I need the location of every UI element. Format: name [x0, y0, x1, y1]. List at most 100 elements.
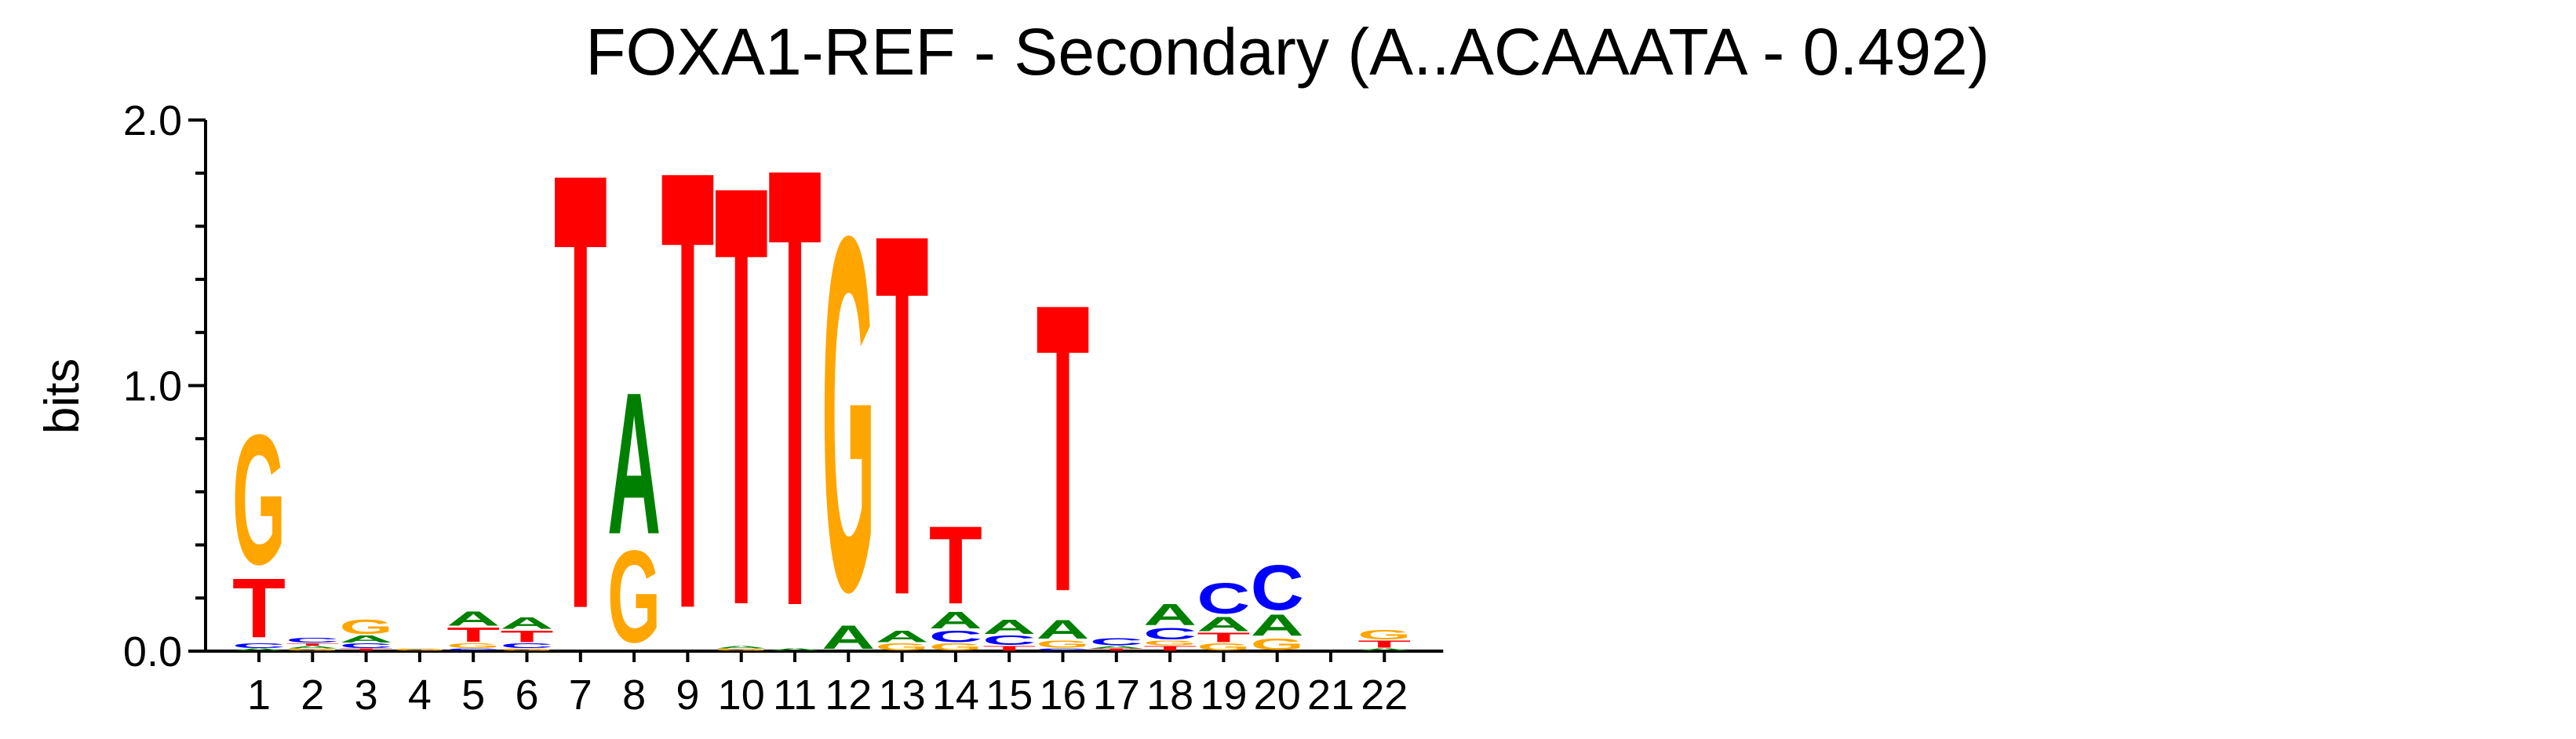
svg-text:G: G	[715, 648, 768, 652]
svg-text:A: A	[715, 645, 768, 649]
glyph-T: T	[501, 627, 554, 646]
glyph-G: G	[393, 648, 446, 652]
glyph-T: T	[1090, 648, 1143, 652]
glyph-C: C	[1037, 648, 1090, 652]
svg-text:A: A	[1090, 645, 1143, 649]
logo-column: ATG	[1357, 628, 1412, 652]
svg-text:A: A	[232, 648, 286, 652]
glyph-C: C	[982, 633, 1036, 648]
glyph-G: G	[1143, 639, 1197, 647]
x-tick-label: 9	[676, 672, 699, 719]
svg-text:G: G	[1143, 639, 1197, 647]
logo-column: T	[554, 42, 607, 739]
svg-text:G: G	[822, 133, 875, 697]
svg-text:A: A	[1037, 614, 1090, 644]
glyph-A: A	[1037, 614, 1090, 644]
svg-text:C: C	[1037, 648, 1090, 652]
glyph-G: G	[607, 523, 661, 670]
svg-text:A: A	[929, 606, 982, 633]
glyph-A: A	[1090, 645, 1143, 649]
svg-text:G: G	[607, 523, 661, 670]
glyph-T: T	[876, 127, 929, 704]
glyph-C: C	[232, 642, 286, 650]
svg-text:T: T	[340, 648, 393, 652]
svg-text:T: T	[715, 61, 768, 731]
svg-text:T: T	[286, 643, 339, 646]
x-tick-label: 14	[932, 672, 979, 719]
glyph-G: G	[501, 648, 554, 652]
logo-column: GAT	[715, 61, 768, 731]
glyph-A: A	[1251, 609, 1304, 643]
x-tick-label: 21	[1307, 672, 1354, 719]
glyph-T: T	[715, 61, 768, 731]
glyph-A: A	[446, 607, 500, 630]
glyph-C: C	[929, 627, 982, 646]
chart-title: FOXA1-REF - Secondary (A..ACAAATA - 0.49…	[585, 15, 1989, 89]
glyph-A: A	[1143, 598, 1197, 632]
glyph-T: T	[554, 42, 607, 739]
glyph-G: G	[1037, 639, 1090, 650]
glyph-A: A	[929, 606, 982, 633]
svg-text:C: C	[1143, 624, 1197, 643]
x-tick-label: 5	[461, 672, 485, 719]
glyph-A: A	[1357, 648, 1411, 652]
glyph-G: G	[876, 642, 929, 653]
svg-text:T: T	[768, 36, 822, 737]
x-tick-label: 22	[1361, 672, 1408, 719]
svg-text:A: A	[286, 645, 339, 649]
glyph-G: G	[446, 642, 500, 650]
glyph-T: T	[768, 36, 822, 737]
svg-text:T: T	[501, 627, 554, 646]
svg-text:A: A	[501, 613, 554, 632]
svg-text:A: A	[1357, 648, 1411, 652]
glyph-A: A	[715, 645, 768, 649]
glyph-G: G	[1251, 635, 1304, 653]
glyph-T: T	[232, 561, 286, 655]
glyph-T: T	[446, 624, 500, 646]
svg-text:C: C	[1090, 636, 1143, 647]
svg-text:G: G	[286, 648, 339, 652]
svg-text:C: C	[286, 637, 339, 645]
glyph-G: G	[1197, 642, 1250, 653]
svg-text:T: T	[446, 624, 500, 646]
glyph-T: T	[340, 648, 393, 652]
glyph-C: C	[1090, 636, 1143, 647]
svg-text:G: G	[501, 648, 554, 652]
glyph-A: A	[982, 615, 1036, 638]
svg-text:T: T	[929, 503, 982, 627]
svg-text:T: T	[1357, 639, 1412, 650]
x-tick-label: 18	[1146, 672, 1193, 719]
x-tick-label: 10	[718, 672, 765, 719]
x-tick-label: 19	[1200, 672, 1247, 719]
glyph-G: G	[929, 642, 982, 653]
svg-text:G: G	[876, 642, 929, 653]
glyph-C: C	[1143, 624, 1197, 643]
svg-text:A: A	[982, 615, 1036, 638]
svg-text:C: C	[446, 648, 500, 652]
svg-text:T: T	[232, 561, 286, 655]
logo-column: T	[661, 38, 714, 739]
svg-text:C: C	[982, 633, 1036, 648]
logo-column: TCA	[982, 615, 1036, 652]
logo-column: AT	[768, 36, 822, 737]
x-tick-label: 8	[622, 672, 646, 719]
svg-text:G: G	[929, 642, 982, 653]
glyph-A: A	[1197, 613, 1250, 635]
svg-text:G: G	[1197, 642, 1250, 653]
glyph-A: A	[768, 648, 822, 652]
y-tick-label: 2.0	[123, 97, 182, 144]
svg-text:A: A	[607, 350, 661, 576]
svg-text:G: G	[1357, 628, 1411, 643]
y-axis: 0.0 1.0 2.0	[123, 97, 207, 675]
svg-text:G: G	[393, 648, 446, 652]
svg-text:C: C	[1251, 552, 1304, 623]
x-tick-label: 17	[1093, 672, 1140, 719]
glyph-G: G	[286, 648, 339, 652]
